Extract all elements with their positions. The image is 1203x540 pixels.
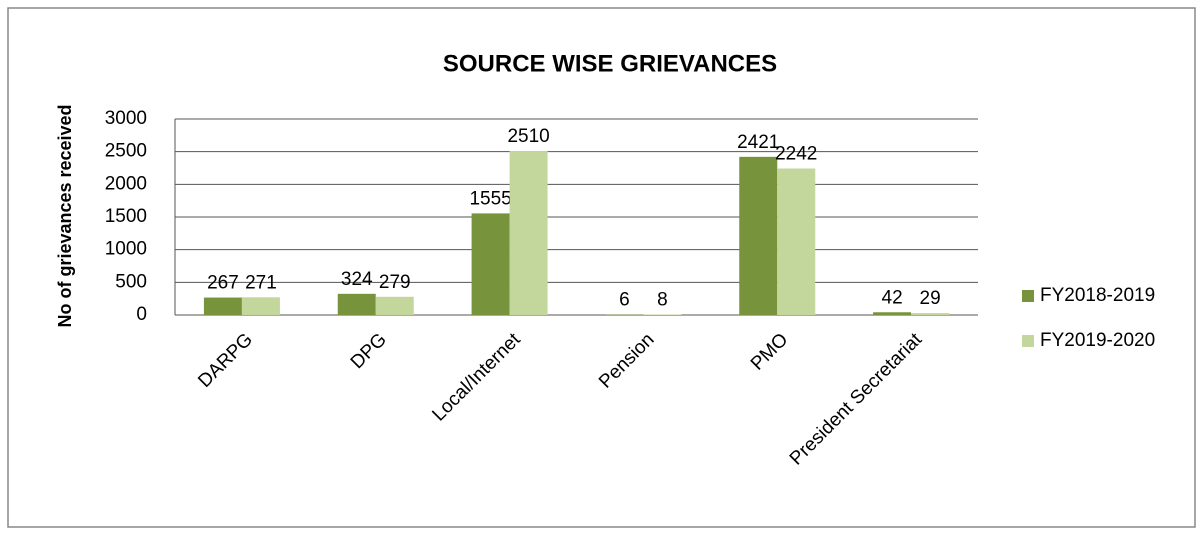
bar xyxy=(204,298,242,315)
bar xyxy=(911,313,949,315)
bar xyxy=(643,314,681,315)
y-axis-title: No of grievances received xyxy=(55,104,75,327)
bar xyxy=(376,297,414,315)
data-label: 8 xyxy=(657,289,668,310)
y-tick-label: 0 xyxy=(136,304,147,325)
legend-swatch xyxy=(1022,335,1034,347)
bar xyxy=(472,213,510,315)
bar xyxy=(739,157,777,315)
chart-border xyxy=(8,8,1195,527)
y-tick-label: 2000 xyxy=(105,173,147,194)
data-label: 279 xyxy=(379,272,411,293)
data-label: 2242 xyxy=(775,144,817,165)
y-tick-label: 1500 xyxy=(105,206,147,227)
y-tick-label: 2500 xyxy=(105,141,147,162)
legend-label: FY2019-2020 xyxy=(1040,330,1155,351)
legend-label: FY2018-2019 xyxy=(1040,285,1155,306)
bar xyxy=(242,297,280,315)
y-tick-label: 3000 xyxy=(105,108,147,129)
data-label: 6 xyxy=(619,290,630,311)
y-tick-label: 1000 xyxy=(105,239,147,260)
bar xyxy=(338,294,376,315)
data-label: 1555 xyxy=(469,188,511,209)
bar xyxy=(777,169,815,315)
data-label: 324 xyxy=(341,269,373,290)
legend-swatch xyxy=(1022,290,1034,302)
data-label: 29 xyxy=(920,288,941,309)
y-tick-label: 500 xyxy=(115,271,147,292)
data-label: 42 xyxy=(882,287,903,308)
data-label: 2510 xyxy=(507,126,549,147)
bar xyxy=(873,312,911,315)
bar xyxy=(510,151,548,315)
data-label: 2421 xyxy=(737,132,779,153)
data-label: 267 xyxy=(207,273,239,294)
chart-title: SOURCE WISE GRIEVANCES xyxy=(443,50,777,77)
data-label: 271 xyxy=(245,272,277,293)
